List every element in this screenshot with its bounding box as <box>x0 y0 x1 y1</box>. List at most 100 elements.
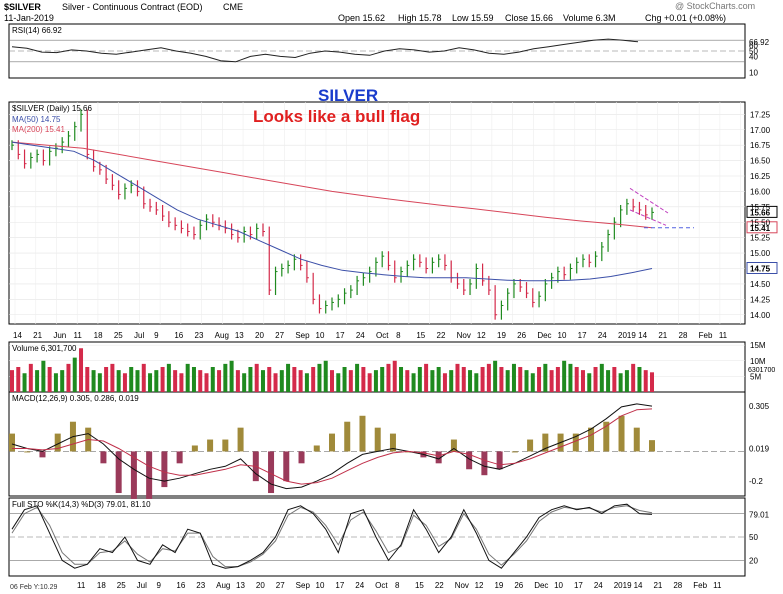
volume-bar <box>455 363 460 392</box>
volume-bar <box>587 373 592 392</box>
x-axis-bottom-label: 11 <box>713 581 722 590</box>
volume-bar <box>530 373 535 392</box>
macd-histogram-bar <box>39 451 46 458</box>
ma200-legend: MA(200) 15.41 <box>12 125 65 134</box>
x-axis-bottom-label: 14 <box>634 581 643 590</box>
annotation-subtitle: Looks like a bull flag <box>253 107 420 126</box>
price-tick-label: 14.50 <box>750 280 771 289</box>
volume-bar <box>637 367 642 392</box>
x-axis-bottom-label: 17 <box>335 581 344 590</box>
open-value: Open 15.62 <box>338 13 385 23</box>
x-axis-bottom-label: 28 <box>673 581 682 590</box>
volume-bar <box>499 367 504 392</box>
volume-bar <box>493 360 498 392</box>
volume-bar <box>135 370 140 392</box>
x-axis-top-label: 17 <box>578 331 587 340</box>
annotation-title: SILVER <box>318 86 378 105</box>
price-tick-label: 16.00 <box>750 187 771 196</box>
x-axis-top-label: 10 <box>316 331 325 340</box>
volume-bar <box>173 370 178 392</box>
ma200-tag-text: 15.41 <box>750 224 771 233</box>
volume-bar <box>342 367 347 392</box>
volume-bar <box>97 373 102 392</box>
macd-tick-label: -0.2 <box>749 477 763 486</box>
date: 11-Jan-2019 <box>4 13 54 23</box>
x-axis-bottom-label: 13 <box>236 581 245 590</box>
volume-bar <box>436 367 441 392</box>
x-axis-top-label: 17 <box>336 331 345 340</box>
price-tick-label: 14.75 <box>750 265 771 274</box>
macd-histogram-bar <box>54 433 61 452</box>
macd-histogram-bar <box>511 451 518 453</box>
volume-bar <box>242 373 247 392</box>
volume-bar <box>260 370 265 392</box>
volume-bar <box>399 367 404 392</box>
x-axis-bottom-label: 9 <box>157 581 162 590</box>
volume-bar <box>430 370 435 392</box>
volume-bar <box>461 367 466 392</box>
x-axis-bottom-label: 20 <box>256 581 265 590</box>
rsi-tick-label: 50 <box>749 47 758 56</box>
x-axis-top-label: 27 <box>275 331 284 340</box>
volume-bar <box>311 367 316 392</box>
volume-tick-label: 5M <box>750 372 761 381</box>
sto-tick-label: 20 <box>749 556 758 565</box>
sto-tick-label: 79.01 <box>749 510 770 519</box>
price-tick-label: 15.50 <box>750 218 771 227</box>
macd-histogram-bar <box>496 451 503 470</box>
x-axis-bottom-label: 21 <box>653 581 662 590</box>
ma50-tag-text: 14.75 <box>750 265 771 274</box>
x-axis-top-label: 15 <box>416 331 425 340</box>
volume-bar <box>380 367 385 392</box>
x-axis-top-label: 28 <box>679 331 688 340</box>
macd-tick-label: 0.019 <box>749 445 770 454</box>
macd-histogram-bar <box>161 451 168 488</box>
x-axis-top-label: 24 <box>598 331 607 340</box>
flag-lower-line <box>629 209 667 226</box>
close-tag-text: 15.66 <box>750 208 771 217</box>
volume-bar <box>210 367 215 392</box>
x-axis-top-label: 21 <box>33 331 42 340</box>
price-tick-label: 16.75 <box>750 141 771 150</box>
volume-bar <box>229 360 234 392</box>
ma200-tag-box <box>746 221 778 234</box>
price-tick-label: 17.00 <box>750 126 771 135</box>
macd-histogram-bar <box>649 440 655 452</box>
macd-histogram-bar <box>359 415 366 452</box>
macd-histogram-bar <box>329 433 335 452</box>
volume-bar <box>449 370 454 392</box>
price-tick-label: 15.25 <box>750 234 771 243</box>
x-axis-bottom-label: 11 <box>77 581 86 590</box>
x-axis-bottom-label: 18 <box>97 581 106 590</box>
volume-bar <box>411 373 416 392</box>
x-axis-top-label: 18 <box>94 331 103 340</box>
volume-bar <box>480 367 485 392</box>
volume-bar <box>267 367 272 392</box>
macd-histogram-bar <box>344 421 351 452</box>
x-axis-bottom-label: Nov <box>455 581 469 590</box>
volume-bar <box>148 373 153 392</box>
macd-tick-label: 0.305 <box>749 402 770 411</box>
macd-histogram-bar <box>481 451 488 476</box>
macd-histogram-bar <box>603 421 610 452</box>
x-axis-bottom-label: 2019 <box>614 581 632 590</box>
rsi-tick-label: 40 <box>749 52 758 61</box>
price-tick-label: 14.25 <box>750 295 771 304</box>
symbol: $SILVER <box>4 2 41 12</box>
volume-bar <box>336 373 341 392</box>
price-tick-label: 17.25 <box>750 110 771 119</box>
volume-bar <box>474 373 479 392</box>
x-axis-top-label: 24 <box>356 331 365 340</box>
price-tick-label: 16.25 <box>750 172 771 181</box>
x-axis-top-label: Dec <box>537 331 551 340</box>
volume-bar <box>612 367 617 392</box>
grid-lines <box>9 39 745 561</box>
volume-panel-label: Volume 6,301,700 <box>12 344 77 353</box>
x-axis-top-label: 2019 <box>618 331 636 340</box>
x-axis-top-label: Oct <box>376 331 389 340</box>
macd-histogram-bar <box>313 445 320 452</box>
rsi-tick-label: 60 <box>749 42 758 51</box>
volume-bar <box>53 373 58 392</box>
volume-bar <box>22 373 27 392</box>
